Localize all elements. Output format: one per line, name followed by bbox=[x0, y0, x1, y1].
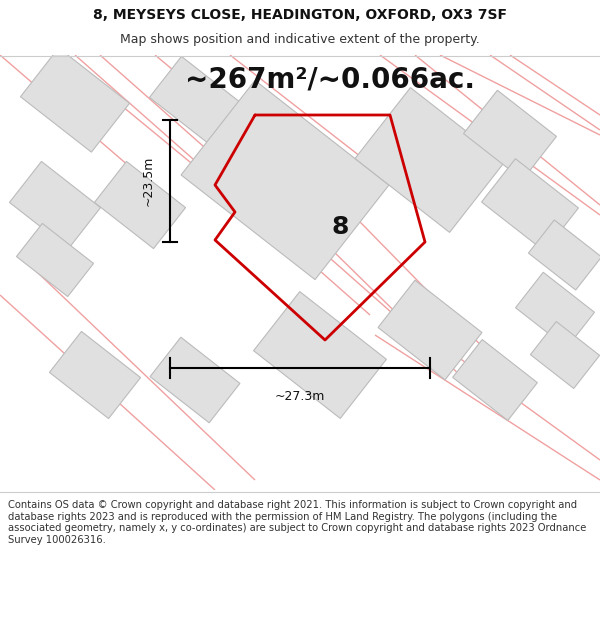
Text: ~267m²/~0.066ac.: ~267m²/~0.066ac. bbox=[185, 66, 475, 94]
Polygon shape bbox=[378, 280, 482, 380]
Polygon shape bbox=[94, 161, 185, 249]
Text: Contains OS data © Crown copyright and database right 2021. This information is : Contains OS data © Crown copyright and d… bbox=[8, 500, 586, 545]
Text: 8, MEYSEYS CLOSE, HEADINGTON, OXFORD, OX3 7SF: 8, MEYSEYS CLOSE, HEADINGTON, OXFORD, OX… bbox=[93, 8, 507, 22]
Polygon shape bbox=[10, 161, 101, 249]
Text: 8: 8 bbox=[331, 216, 349, 239]
Polygon shape bbox=[464, 90, 556, 180]
Text: ~23.5m: ~23.5m bbox=[142, 156, 155, 206]
Polygon shape bbox=[254, 292, 386, 418]
Polygon shape bbox=[452, 339, 538, 421]
Polygon shape bbox=[49, 331, 140, 419]
Text: ~27.3m: ~27.3m bbox=[275, 389, 325, 402]
Polygon shape bbox=[181, 81, 389, 279]
Polygon shape bbox=[529, 220, 600, 290]
Polygon shape bbox=[515, 272, 595, 348]
Polygon shape bbox=[150, 338, 240, 422]
Polygon shape bbox=[20, 48, 130, 152]
Polygon shape bbox=[530, 321, 599, 389]
Polygon shape bbox=[149, 56, 241, 144]
Polygon shape bbox=[355, 88, 505, 232]
Text: Map shows position and indicative extent of the property.: Map shows position and indicative extent… bbox=[120, 33, 480, 46]
Polygon shape bbox=[16, 224, 94, 296]
Polygon shape bbox=[482, 159, 578, 251]
